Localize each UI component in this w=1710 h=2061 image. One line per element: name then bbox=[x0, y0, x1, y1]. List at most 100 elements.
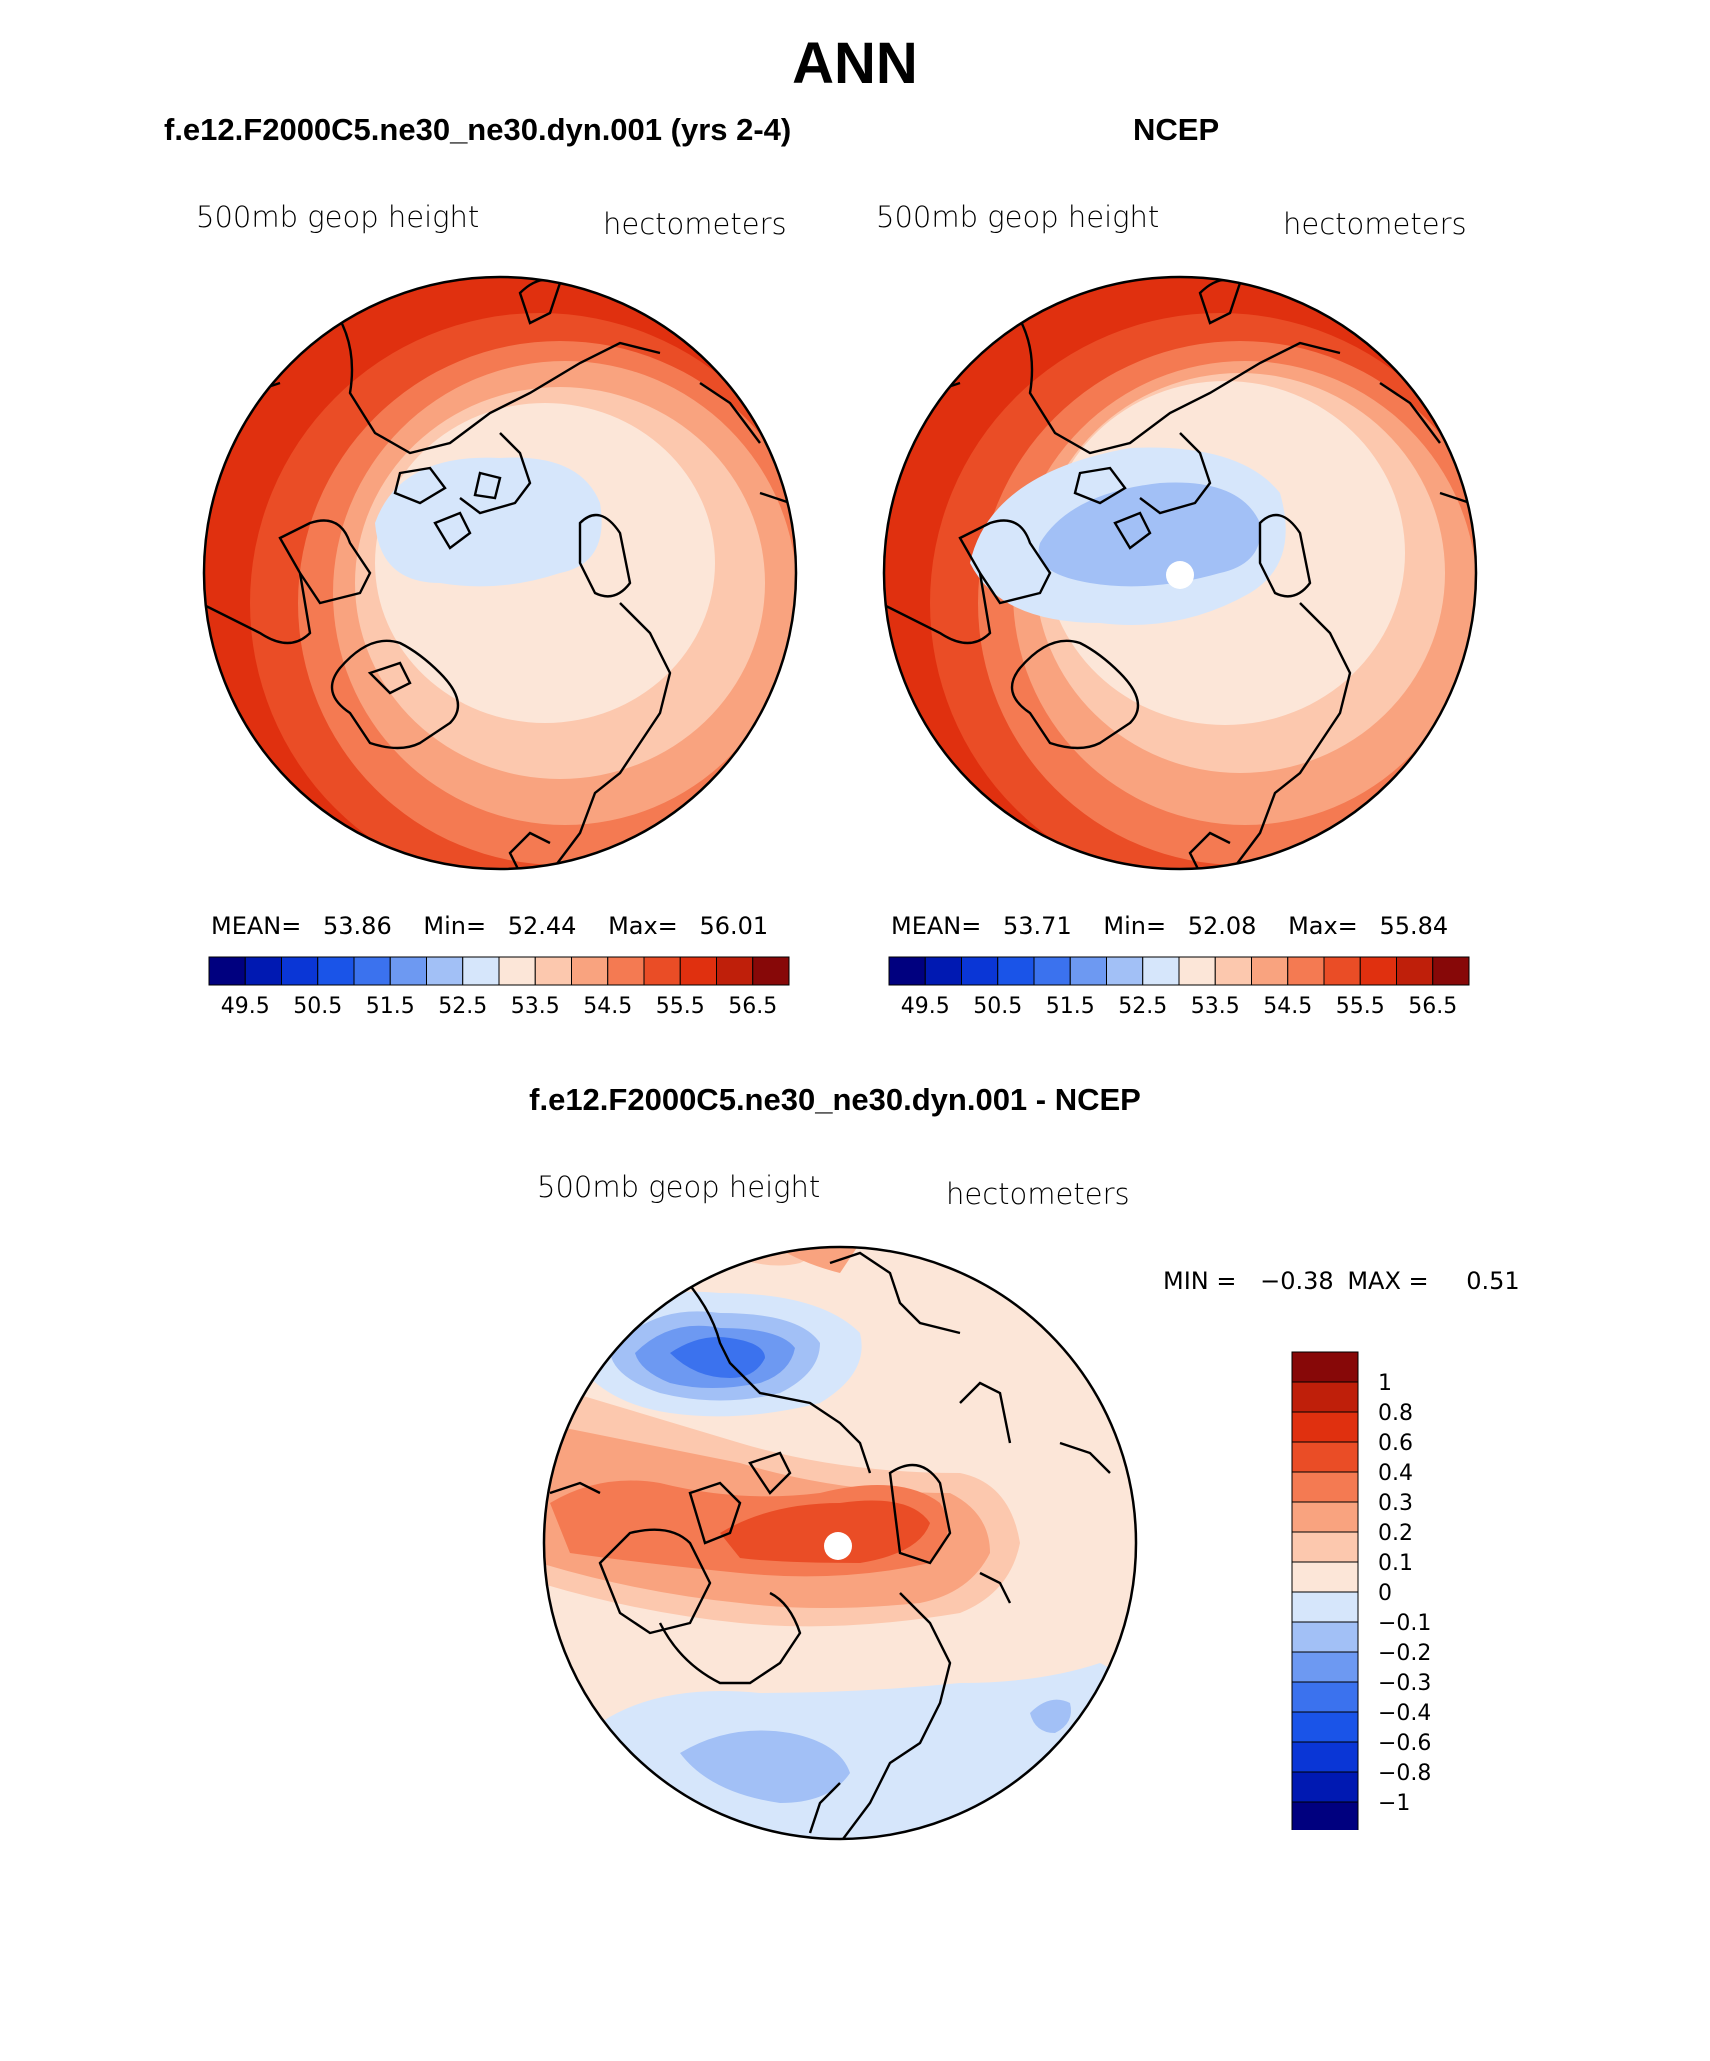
diff-colorbar-tick-label: 0.2 bbox=[1378, 1521, 1413, 1546]
panel-2-max-value: 55.84 bbox=[1379, 912, 1449, 940]
colorbar-tick-label: 55.5 bbox=[656, 994, 705, 1015]
panel-1-min-value: 52.44 bbox=[507, 912, 577, 940]
colorbar-tick-label: 56.5 bbox=[1408, 994, 1457, 1015]
diff-colorbar-tick-label: −0.2 bbox=[1378, 1641, 1430, 1666]
diff-colorbar-tick-label: 0.3 bbox=[1378, 1491, 1413, 1516]
diff-colorbar-tick-label: −0.4 bbox=[1378, 1701, 1430, 1726]
colorbar-swatch bbox=[679, 956, 717, 986]
colorbar-swatch bbox=[571, 956, 609, 986]
colorbar-swatch bbox=[1251, 956, 1289, 986]
diff-min-label: MIN = bbox=[1163, 1267, 1237, 1295]
colorbar-swatch bbox=[534, 956, 572, 986]
diff-max-label: MAX = bbox=[1347, 1267, 1429, 1295]
diff-minmax: MIN = −0.38 MAX = 0.51 bbox=[1163, 1267, 1520, 1295]
colorbar-tick-label: 49.5 bbox=[221, 994, 270, 1015]
colorbar-tick-label: 49.5 bbox=[901, 994, 950, 1015]
diff-colorbar-tick-label: −0.1 bbox=[1378, 1611, 1430, 1636]
colorbar-tick-label: 51.5 bbox=[366, 994, 415, 1015]
colorbar-swatch bbox=[1106, 956, 1144, 986]
colorbar-swatch bbox=[924, 956, 962, 986]
colorbar-tick-label: 53.5 bbox=[1191, 994, 1240, 1015]
panel-2-min-value: 52.08 bbox=[1187, 912, 1257, 940]
diff-colorbar-tick-label: −0.3 bbox=[1378, 1671, 1430, 1696]
colorbar-swatch bbox=[462, 956, 500, 986]
colorbar-tick-label: 52.5 bbox=[438, 994, 487, 1015]
panel-1-stats: MEAN= 53.86 Min= 52.44 Max= 56.01 bbox=[211, 912, 768, 940]
diff-colorbar-swatch bbox=[1291, 1531, 1359, 1563]
colorbar-swatch bbox=[888, 956, 926, 986]
panel-1-max-label: Max= bbox=[608, 912, 678, 940]
panel-1-max-value: 56.01 bbox=[699, 912, 769, 940]
colorbar-swatch bbox=[244, 956, 282, 986]
colorbar-tick-label: 52.5 bbox=[1118, 994, 1167, 1015]
diff-colorbar-swatch bbox=[1291, 1351, 1359, 1383]
colorbar-swatch bbox=[1033, 956, 1071, 986]
colorbar-swatch bbox=[317, 956, 355, 986]
colorbar-swatch bbox=[1069, 956, 1107, 986]
panel-1-min-label: Min= bbox=[423, 912, 487, 940]
panel-1-mean-value: 53.86 bbox=[323, 912, 392, 940]
diff-colorbar-swatch bbox=[1291, 1561, 1359, 1593]
panel-2-variable: 500mb geop height bbox=[876, 200, 1160, 234]
colorbar-swatch bbox=[1142, 956, 1180, 986]
diff-colorbar-swatch bbox=[1291, 1771, 1359, 1803]
panel-2-max-label: Max= bbox=[1288, 912, 1358, 940]
diff-colorbar-swatch bbox=[1291, 1651, 1359, 1683]
colorbar-tick-label: 54.5 bbox=[1263, 994, 1312, 1015]
panel-2-pole-marker bbox=[1166, 561, 1194, 589]
colorbar-tick-label: 50.5 bbox=[973, 994, 1022, 1015]
diff-colorbar-swatch bbox=[1291, 1681, 1359, 1713]
diff-colorbar-swatch bbox=[1291, 1741, 1359, 1773]
diff-colorbar-tick-label: −0.6 bbox=[1378, 1731, 1430, 1756]
diff-colorbar-tick-label: 0.1 bbox=[1378, 1551, 1413, 1576]
colorbar-swatch bbox=[1359, 956, 1397, 986]
colorbar-swatch bbox=[997, 956, 1035, 986]
panel-2-title: NCEP bbox=[1133, 112, 1220, 147]
diff-pole-marker bbox=[824, 1532, 852, 1560]
colorbar-swatch bbox=[1396, 956, 1434, 986]
panel-2-stats: MEAN= 53.71 Min= 52.08 Max= 55.84 bbox=[891, 912, 1448, 940]
panel-2-polar-map bbox=[882, 275, 1478, 871]
diff-colorbar-tick-label: 0.8 bbox=[1378, 1401, 1413, 1426]
panel-1-title: f.e12.F2000C5.ne30_ne30.dyn.001 (yrs 2-4… bbox=[164, 112, 792, 147]
diff-colorbar-swatch bbox=[1291, 1471, 1359, 1503]
colorbar-swatch bbox=[643, 956, 681, 986]
diff-colorbar-swatch bbox=[1291, 1711, 1359, 1743]
colorbar-swatch bbox=[1178, 956, 1216, 986]
diff-colorbar-tick-label: 0.6 bbox=[1378, 1431, 1413, 1456]
diff-max-value: 0.51 bbox=[1466, 1267, 1520, 1295]
colorbar-swatch bbox=[1214, 956, 1252, 986]
colorbar-swatch bbox=[498, 956, 536, 986]
colorbar-swatch bbox=[281, 956, 319, 986]
colorbar-swatch bbox=[353, 956, 391, 986]
colorbar-swatch bbox=[716, 956, 754, 986]
diff-colorbar-swatch bbox=[1291, 1441, 1359, 1473]
main-title: ANN bbox=[792, 31, 918, 96]
panel-2-colorbar: 49.5 50.5 51.5 52.5 53.5 54.5 55.5 56.5 bbox=[888, 956, 1470, 1015]
diff-colorbar: 1 0.8 0.6 0.4 0.3 0.2 0.1 0 −0.1 −0.2 −0.3 −0.4 −0.6… bbox=[1291, 1351, 1430, 1830]
diff-colorbar-swatch bbox=[1291, 1381, 1359, 1413]
panel-2-mean-label: MEAN= bbox=[891, 912, 982, 940]
panel-1-variable: 500mb geop height bbox=[196, 200, 480, 234]
diff-colorbar-swatch bbox=[1291, 1501, 1359, 1533]
colorbar-swatch bbox=[208, 956, 246, 986]
diff-colorbar-swatch bbox=[1291, 1411, 1359, 1443]
diff-colorbar-tick-label: 0.4 bbox=[1378, 1461, 1413, 1486]
colorbar-swatch bbox=[426, 956, 464, 986]
colorbar-swatch bbox=[1323, 956, 1361, 986]
colorbar-swatch bbox=[752, 956, 790, 986]
diff-colorbar-swatch bbox=[1291, 1591, 1359, 1623]
diff-colorbar-tick-label: 0 bbox=[1378, 1581, 1392, 1606]
colorbar-tick-label: 53.5 bbox=[511, 994, 560, 1015]
colorbar-swatch bbox=[961, 956, 999, 986]
diff-units: hectometers bbox=[946, 1177, 1130, 1211]
diff-colorbar-tick-label: −0.8 bbox=[1378, 1761, 1430, 1786]
colorbar-tick-label: 51.5 bbox=[1046, 994, 1095, 1015]
diff-colorbar-tick-label: −1 bbox=[1378, 1791, 1410, 1816]
diff-polar-map bbox=[542, 1245, 1138, 1841]
colorbar-swatch bbox=[1287, 956, 1325, 986]
panel-1-colorbar: 49.5 50.5 51.5 52.5 53.5 54.5 55.5 56.5 bbox=[208, 956, 790, 1015]
colorbar-tick-label: 54.5 bbox=[583, 994, 632, 1015]
colorbar-tick-label: 55.5 bbox=[1336, 994, 1385, 1015]
panel-1-polar-map bbox=[202, 275, 798, 871]
